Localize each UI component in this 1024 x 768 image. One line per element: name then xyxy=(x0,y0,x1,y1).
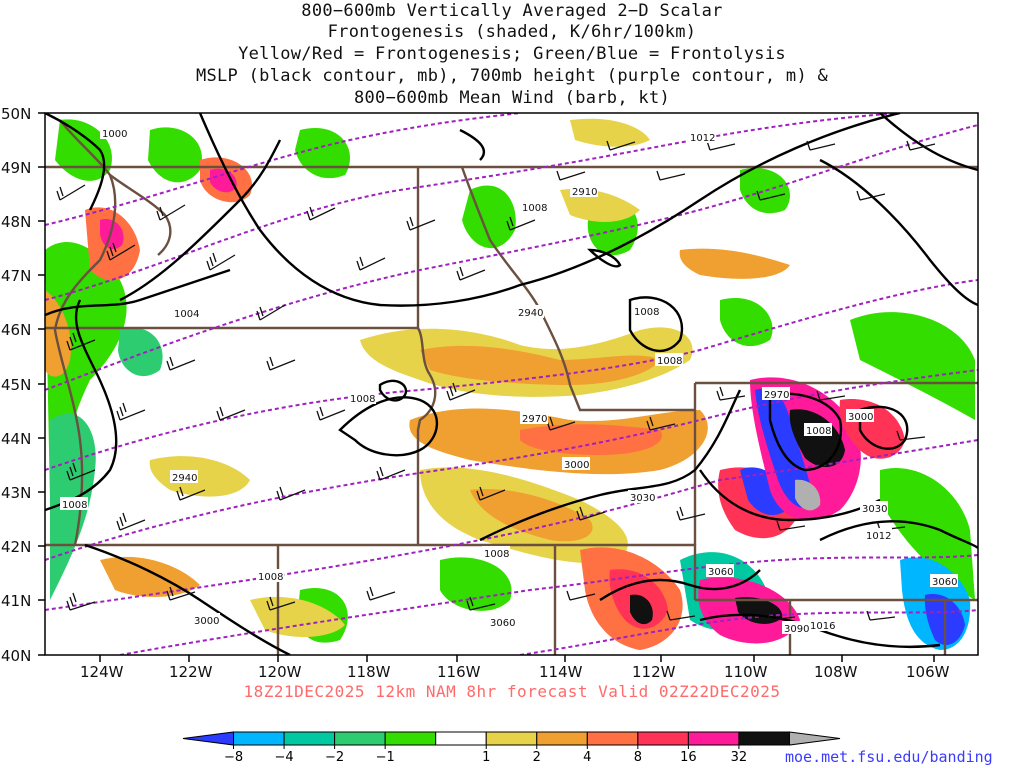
credit-link[interactable]: moe.met.fsu.edu/banding xyxy=(785,748,993,766)
height-label: 3030 xyxy=(862,504,887,515)
colorbar: −8 −4 −2 −1 1 2 4 8 16 32 xyxy=(182,731,841,765)
mslp-label: 1008 xyxy=(62,500,87,511)
lon-label: 118W xyxy=(347,663,391,681)
lat-label: 40N xyxy=(1,647,31,665)
colorbar-swatch xyxy=(384,731,437,746)
mslp-label: 1008 xyxy=(484,549,509,560)
lat-axis xyxy=(38,112,45,656)
lon-label: 114W xyxy=(539,663,583,681)
lat-label: 48N xyxy=(1,213,31,231)
lat-label: 47N xyxy=(1,267,31,285)
colorbar-swatch xyxy=(435,731,487,746)
height-label: 3030 xyxy=(630,493,655,504)
colorbar-tick-label: 8 xyxy=(634,750,642,765)
colorbar-swatch xyxy=(788,731,841,746)
mslp-label: 1008 xyxy=(522,203,547,214)
colorbar-tick-label: −8 xyxy=(224,750,243,765)
lat-label: 44N xyxy=(1,430,31,448)
height-label: 3000 xyxy=(848,412,873,423)
lon-label: 122W xyxy=(169,663,213,681)
title-line-1: 800−600mb Vertically Averaged 2−D Scalar xyxy=(301,1,723,21)
lat-label: 45N xyxy=(1,376,31,394)
mslp-contours xyxy=(45,113,978,655)
colorbar-swatch xyxy=(182,731,235,746)
lon-label: 124W xyxy=(80,663,124,681)
lat-label: 41N xyxy=(1,592,31,610)
lat-label: 46N xyxy=(1,321,31,339)
lon-label: 112W xyxy=(632,663,676,681)
lon-label: 120W xyxy=(258,663,302,681)
height-label: 3000 xyxy=(194,616,219,627)
state-boundaries xyxy=(45,119,978,655)
contour-labels: 1000 1012 1008 1004 1008 1008 1008 1008 … xyxy=(60,126,958,635)
colorbar-tick-label: −2 xyxy=(325,750,344,765)
colorbar-swatch xyxy=(485,731,538,746)
wind-barbs xyxy=(56,140,936,621)
title-line-2: Frontogenesis (shaded, K/6hr/100km) xyxy=(327,22,697,42)
colorbar-swatch xyxy=(586,731,639,746)
colorbar-tick-label: 16 xyxy=(680,750,697,765)
colorbar-swatch xyxy=(283,731,336,746)
mslp-label: 1016 xyxy=(810,621,835,632)
height-contours xyxy=(45,113,978,655)
mslp-label: 1008 xyxy=(806,426,831,437)
height-label: 3000 xyxy=(564,460,589,471)
mslp-label: 1008 xyxy=(634,307,659,318)
mslp-label: 1012 xyxy=(866,531,891,542)
colorbar-swatch xyxy=(687,731,740,746)
mslp-label: 1000 xyxy=(102,129,127,140)
colorbar-tick-label: 4 xyxy=(583,750,591,765)
lon-label: 110W xyxy=(724,663,768,681)
colorbar-swatch xyxy=(738,731,790,746)
height-label: 3060 xyxy=(490,618,515,629)
lon-label: 116W xyxy=(437,663,481,681)
lon-label: 106W xyxy=(906,663,950,681)
height-label: 2970 xyxy=(764,390,789,401)
height-label: 2970 xyxy=(522,414,547,425)
height-label: 2910 xyxy=(572,187,597,198)
colorbar-swatch xyxy=(233,731,285,746)
mslp-label: 1004 xyxy=(174,309,199,320)
lon-axis xyxy=(99,655,935,662)
lat-labels: 50N 49N 48N 47N 46N 45N 44N 43N 42N 41N … xyxy=(1,105,31,665)
colorbar-tick-label: −4 xyxy=(274,750,293,765)
colorbar-swatch xyxy=(536,731,588,746)
title-line-3: Yellow/Red = Frontogenesis; Green/Blue =… xyxy=(238,44,786,64)
lon-labels: 124W 122W 120W 118W 116W 114W 112W 110W … xyxy=(80,663,950,681)
mslp-label: 1012 xyxy=(690,133,715,144)
height-label: 3060 xyxy=(708,567,733,578)
colorbar-tick-label: 32 xyxy=(731,750,748,765)
run-info: 18Z21DEC2025 12km NAM 8hr forecast Valid… xyxy=(243,682,781,701)
height-label: 3090 xyxy=(784,624,809,635)
colorbar-swatch xyxy=(637,731,689,746)
height-label: 3060 xyxy=(932,577,957,588)
mslp-label: 1008 xyxy=(258,572,283,583)
mslp-label: 1008 xyxy=(350,394,375,405)
colorbar-tick-label: 1 xyxy=(482,750,490,765)
height-label: 2940 xyxy=(172,473,197,484)
lon-label: 108W xyxy=(814,663,858,681)
lat-label: 50N xyxy=(1,105,31,123)
colorbar-swatch xyxy=(334,731,386,746)
colorbar-tick-label: 2 xyxy=(533,750,541,765)
title-line-4: MSLP (black contour, mb), 700mb height (… xyxy=(195,66,829,86)
lat-label: 42N xyxy=(1,538,31,556)
mslp-label: 1008 xyxy=(657,356,682,367)
lat-label: 43N xyxy=(1,484,31,502)
height-label: 2940 xyxy=(518,308,543,319)
title-line-5: 800−600mb Mean Wind (barb, kt) xyxy=(353,88,671,108)
colorbar-tick-label: −1 xyxy=(376,750,395,765)
lat-label: 49N xyxy=(1,159,31,177)
